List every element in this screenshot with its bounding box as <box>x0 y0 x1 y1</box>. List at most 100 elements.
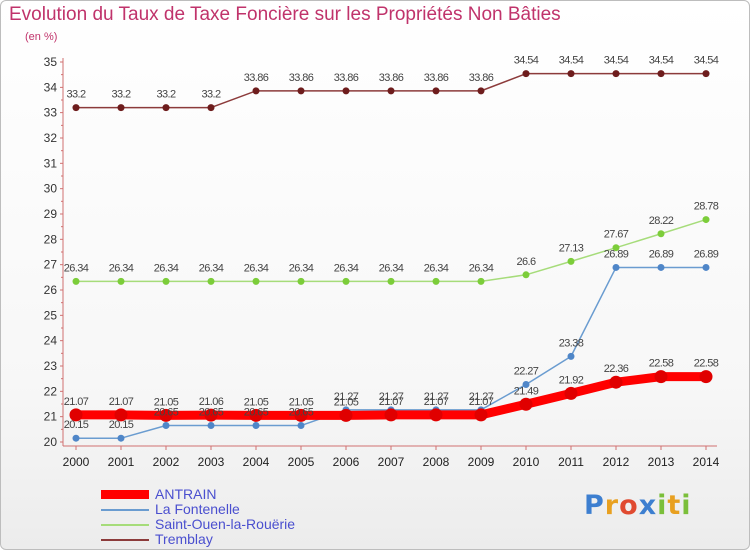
data-point-tremblay <box>567 70 575 78</box>
data-point-saint-ouen <box>297 277 305 285</box>
legend-label-tremblay: Tremblay <box>155 531 213 547</box>
data-point-saint-ouen <box>522 271 530 279</box>
data-label-saint-ouen: 26.34 <box>109 262 134 274</box>
y-tick-label: 20 <box>44 435 58 449</box>
data-label-tremblay: 33.2 <box>201 89 220 101</box>
data-point-la-fontenelle <box>252 422 260 430</box>
data-label-saint-ouen: 26.34 <box>154 262 179 274</box>
data-point-antrain <box>519 397 533 411</box>
data-point-saint-ouen <box>432 277 440 285</box>
y-tick-label: 28 <box>44 232 58 246</box>
legend-item-antrain: ANTRAIN <box>101 487 295 502</box>
data-label-tremblay: 33.2 <box>156 89 175 101</box>
data-point-antrain <box>384 408 398 422</box>
data-label-saint-ouen: 28.78 <box>694 201 719 213</box>
x-tick-label: 2007 <box>378 455 405 469</box>
data-point-antrain <box>159 408 173 422</box>
data-point-antrain <box>69 408 83 422</box>
data-point-tremblay <box>612 70 620 78</box>
y-tick-label: 22 <box>44 384 58 398</box>
data-label-tremblay: 33.2 <box>111 89 130 101</box>
y-tick-label: 27 <box>44 258 58 272</box>
data-label-tremblay: 33.86 <box>334 72 359 84</box>
data-point-tremblay <box>387 87 395 95</box>
legend-swatch-tremblay <box>101 538 149 541</box>
x-tick-label: 2009 <box>468 455 495 469</box>
data-label-antrain: 21.06 <box>199 396 224 408</box>
x-tick-label: 2011 <box>558 455 584 469</box>
data-label-la-fontenelle: 26.89 <box>694 248 719 260</box>
data-label-antrain: 21.49 <box>514 385 539 397</box>
data-point-antrain <box>249 408 263 422</box>
data-label-la-fontenelle: 20.65 <box>244 407 269 419</box>
data-point-antrain <box>609 375 623 389</box>
legend: ANTRAIN La Fontenelle Saint-Ouen-la-Rouë… <box>101 487 295 547</box>
data-point-saint-ouen <box>72 277 80 285</box>
data-point-tremblay <box>657 70 665 78</box>
legend-item-la-fontenelle: La Fontenelle <box>101 502 295 517</box>
data-point-antrain <box>204 408 218 422</box>
data-point-saint-ouen <box>657 230 665 238</box>
data-point-tremblay <box>477 87 485 95</box>
data-label-la-fontenelle: 23.38 <box>559 337 584 349</box>
data-label-antrain: 22.58 <box>694 358 719 370</box>
data-label-tremblay: 33.86 <box>244 72 269 84</box>
chart-title: Evolution du Taux de Taxe Foncière sur l… <box>9 4 561 25</box>
data-label-antrain: 21.07 <box>424 396 449 408</box>
data-label-saint-ouen: 26.6 <box>516 256 535 268</box>
data-point-saint-ouen <box>207 277 215 285</box>
data-point-saint-ouen <box>612 244 620 252</box>
data-label-saint-ouen: 26.34 <box>199 262 224 274</box>
data-point-antrain <box>294 408 308 422</box>
data-label-tremblay: 34.54 <box>514 55 539 67</box>
y-tick-label: 30 <box>44 182 58 196</box>
y-tick-label: 25 <box>44 308 58 322</box>
data-point-la-fontenelle <box>117 434 125 442</box>
data-label-saint-ouen: 27.67 <box>604 229 629 241</box>
data-point-tremblay <box>207 104 215 112</box>
x-tick-label: 2005 <box>288 455 315 469</box>
data-label-antrain: 21.07 <box>109 396 134 408</box>
data-point-saint-ouen <box>342 277 350 285</box>
data-point-la-fontenelle <box>657 263 665 271</box>
line-chart: 20 21 22 23 24 25 26 27 28 29 30 31 32 33 34 35 2000 2001… <box>44 55 720 469</box>
x-tick-label: 2000 <box>63 455 90 469</box>
y-tick-label: 34 <box>44 80 58 94</box>
data-point-saint-ouen <box>702 216 710 224</box>
logo-letter: i <box>681 490 692 521</box>
data-point-tremblay <box>522 70 530 78</box>
proxiti-logo: Proxiti <box>584 490 692 521</box>
legend-label-antrain: ANTRAIN <box>155 486 217 502</box>
data-point-tremblay <box>702 70 710 78</box>
data-point-la-fontenelle <box>297 422 305 430</box>
data-label-antrain: 21.07 <box>469 396 494 408</box>
data-point-tremblay <box>252 87 260 95</box>
legend-swatch-la-fontenelle <box>101 508 149 511</box>
data-point-antrain <box>429 408 443 422</box>
logo-letter: P <box>584 490 605 521</box>
data-label-la-fontenelle: 26.89 <box>649 248 674 260</box>
data-label-la-fontenelle: 20.65 <box>289 407 314 419</box>
data-label-tremblay: 34.54 <box>559 55 584 67</box>
data-label-la-fontenelle: 20.15 <box>109 419 134 431</box>
data-point-tremblay <box>72 104 80 112</box>
data-point-saint-ouen <box>567 257 575 265</box>
data-label-tremblay: 33.86 <box>289 72 314 84</box>
logo-letter: t <box>667 490 682 521</box>
data-label-antrain: 21.05 <box>289 396 314 408</box>
data-point-la-fontenelle <box>702 263 710 271</box>
data-point-la-fontenelle <box>72 434 80 442</box>
data-point-la-fontenelle <box>567 352 575 360</box>
data-point-saint-ouen <box>252 277 260 285</box>
data-label-tremblay: 34.54 <box>604 55 629 67</box>
x-tick-label: 2010 <box>513 455 540 469</box>
y-tick-label: 24 <box>44 334 58 348</box>
y-tick-label: 21 <box>44 410 58 424</box>
data-label-saint-ouen: 26.34 <box>64 262 89 274</box>
data-point-tremblay <box>432 87 440 95</box>
data-point-antrain <box>114 408 128 422</box>
logo-letter: o <box>619 490 639 521</box>
data-label-la-fontenelle: 21.27 <box>424 391 449 403</box>
data-label-la-fontenelle: 21.27 <box>334 391 359 403</box>
